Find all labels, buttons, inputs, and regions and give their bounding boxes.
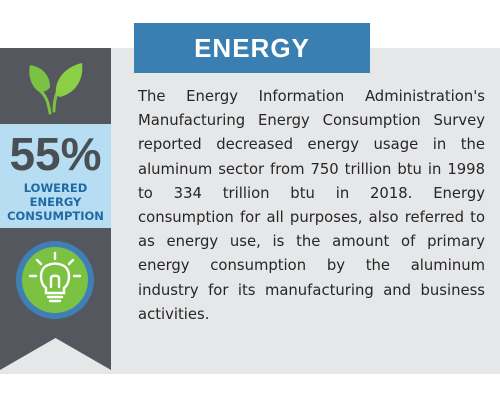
stat-label-line: CONSUMPTION <box>7 209 104 223</box>
section-title: ENERGY <box>134 23 370 73</box>
leaf-icon <box>28 61 84 115</box>
body-paragraph: The Energy Information Administration's … <box>138 88 485 323</box>
stat-box: 55% LOWERED ENERGY CONSUMPTION <box>0 124 111 228</box>
lightbulb-icon <box>15 240 95 320</box>
stat-value: 55% <box>9 128 102 180</box>
stat-label: LOWERED ENERGY CONSUMPTION <box>0 181 111 223</box>
stat-label-line: LOWERED <box>23 181 88 195</box>
stat-label-line: ENERGY <box>29 195 82 209</box>
